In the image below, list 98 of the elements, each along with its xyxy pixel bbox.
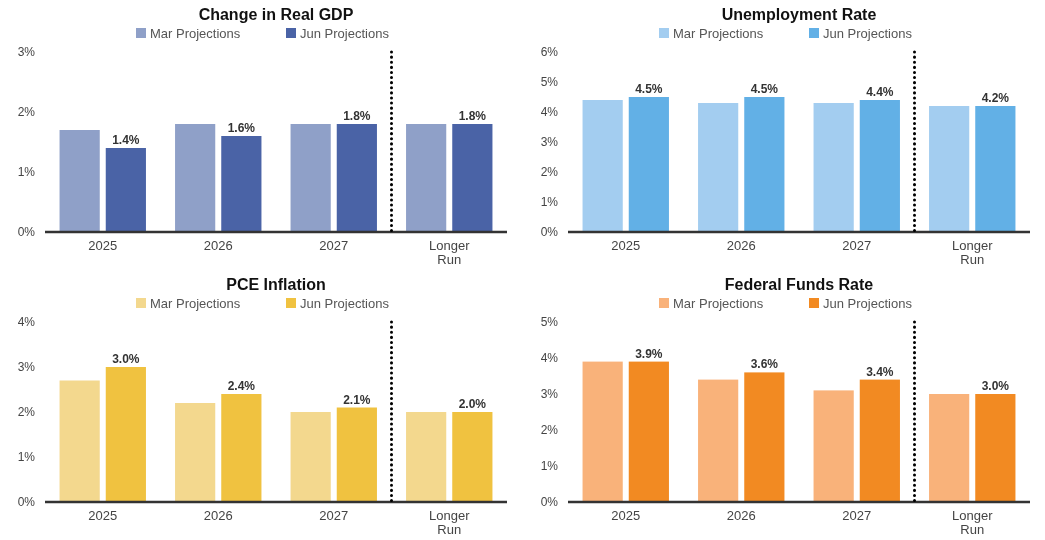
y-tick-label: 0% <box>540 225 559 240</box>
x-tick-label: 2025 <box>88 508 118 523</box>
bar <box>859 379 900 502</box>
bar <box>582 361 623 502</box>
y-tick-label: 5% <box>540 315 559 330</box>
bar <box>859 100 900 232</box>
bar <box>698 103 739 232</box>
bar <box>406 412 447 502</box>
bar <box>59 130 100 232</box>
bar <box>221 136 262 232</box>
legend-label: Jun Projections <box>823 26 913 41</box>
bar <box>582 100 623 232</box>
data-label: 3.6% <box>750 357 779 372</box>
y-tick-label: 0% <box>17 495 36 510</box>
bar <box>628 361 669 502</box>
x-tick-label: 2025 <box>611 238 641 253</box>
legend-label: Jun Projections <box>300 26 390 41</box>
x-tick-label: Longer Run <box>952 238 994 267</box>
legend-label: Jun Projections <box>300 296 390 311</box>
bar <box>59 380 100 502</box>
bar <box>175 403 216 502</box>
x-tick-label: 2027 <box>842 508 872 523</box>
bar <box>744 97 785 232</box>
data-label: 3.0% <box>981 379 1010 393</box>
bar <box>336 124 377 232</box>
x-tick-label: Longer Run <box>429 508 471 537</box>
x-tick-label: 2025 <box>88 238 118 253</box>
y-tick-label: 1% <box>540 195 559 210</box>
data-label: 1.8% <box>343 109 371 123</box>
bar <box>975 106 1016 232</box>
y-tick-label: 3% <box>540 135 559 150</box>
x-tick-label: 2025 <box>611 508 641 523</box>
bar <box>105 367 146 502</box>
chart-title: Federal Funds Rate <box>724 276 874 293</box>
y-tick-label: 6% <box>540 45 559 60</box>
bar <box>813 103 854 232</box>
y-tick-label: 4% <box>540 105 559 120</box>
legend-label: Mar Projections <box>673 296 764 311</box>
data-label: 1.6% <box>227 121 256 135</box>
bar <box>929 106 970 232</box>
x-tick-label: 2027 <box>319 238 349 253</box>
y-tick-label: 5% <box>540 75 559 90</box>
bar <box>975 394 1016 502</box>
x-tick-label: 2026 <box>726 508 756 523</box>
x-tick-label: 2026 <box>203 508 233 523</box>
data-label: 3.9% <box>635 346 663 361</box>
data-label: 4.5% <box>635 82 663 96</box>
x-tick-label: 2027 <box>319 508 349 523</box>
x-tick-label: 2027 <box>842 238 872 253</box>
y-tick-label: 3% <box>540 387 559 402</box>
bar <box>406 124 447 232</box>
legend-label: Mar Projections <box>150 26 241 41</box>
data-label: 3.4% <box>866 364 894 379</box>
y-tick-label: 2% <box>17 405 36 420</box>
bar <box>290 412 331 502</box>
chart-title: PCE Inflation <box>226 276 326 293</box>
x-tick-label: Longer Run <box>429 238 471 267</box>
bar <box>336 407 377 502</box>
y-tick-label: 3% <box>17 360 36 375</box>
x-tick-label: 2026 <box>726 238 756 253</box>
bar <box>744 372 785 502</box>
bar <box>221 394 262 502</box>
y-tick-label: 4% <box>17 315 36 330</box>
y-tick-label: 2% <box>540 165 559 180</box>
data-label: 2.1% <box>343 392 371 407</box>
chart-title: Unemployment Rate <box>721 6 877 23</box>
x-tick-label: 2026 <box>203 238 233 253</box>
data-label: 1.4% <box>112 133 140 147</box>
data-label: 3.0% <box>112 352 140 366</box>
y-tick-label: 2% <box>540 423 559 438</box>
data-label: 4.2% <box>981 91 1010 105</box>
bar <box>698 379 739 502</box>
data-label: 2.0% <box>458 397 487 411</box>
y-tick-label: 0% <box>540 495 559 510</box>
bar <box>290 124 331 232</box>
legend-label: Jun Projections <box>823 296 913 311</box>
y-tick-label: 0% <box>17 225 36 240</box>
y-tick-label: 1% <box>17 165 36 180</box>
bar <box>628 97 669 232</box>
bar <box>929 394 970 502</box>
bar <box>452 412 493 502</box>
data-label: 2.4% <box>227 379 256 393</box>
x-tick-label: Longer Run <box>952 508 994 537</box>
bar <box>105 148 146 232</box>
y-tick-label: 3% <box>17 45 36 60</box>
bar <box>452 124 493 232</box>
data-label: 4.4% <box>866 85 894 99</box>
y-tick-label: 4% <box>540 351 559 366</box>
y-tick-label: 2% <box>17 105 36 120</box>
legend-label: Mar Projections <box>673 26 764 41</box>
data-label: 4.5% <box>750 82 779 96</box>
data-label: 1.8% <box>458 109 487 123</box>
chart-title: Change in Real GDP <box>198 6 354 23</box>
bar <box>175 124 216 232</box>
bar <box>813 390 854 502</box>
y-tick-label: 1% <box>17 450 36 465</box>
y-tick-label: 1% <box>540 459 559 474</box>
legend-label: Mar Projections <box>150 296 241 311</box>
